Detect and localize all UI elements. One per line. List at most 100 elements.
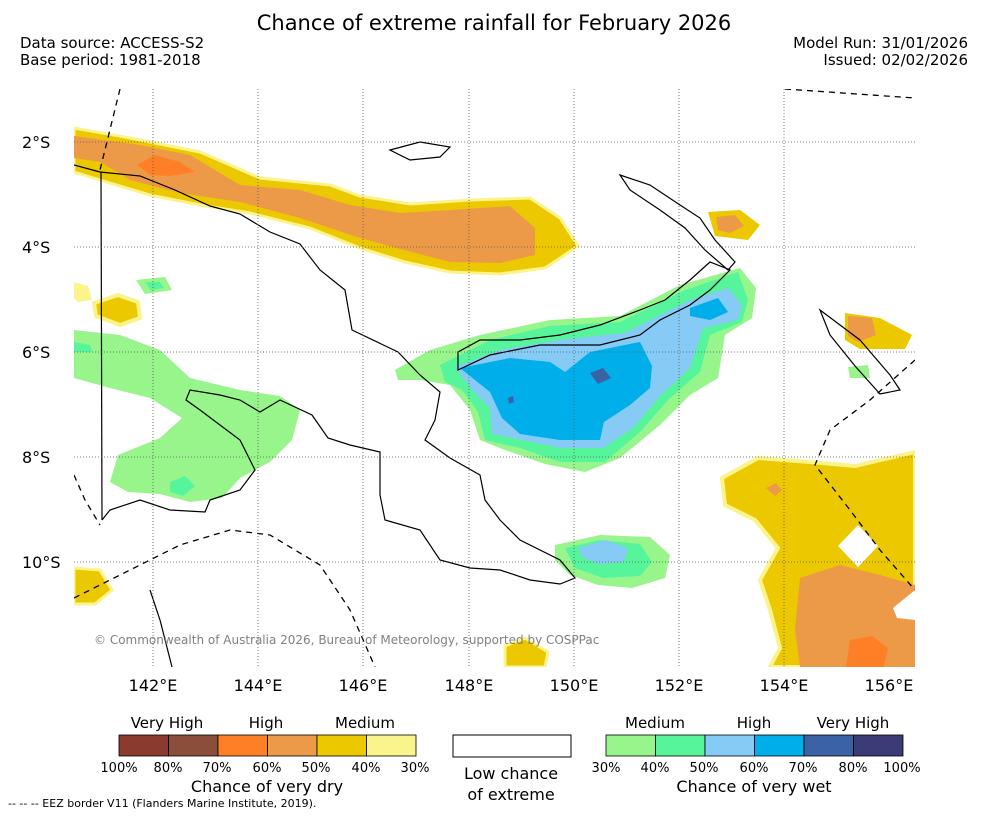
legend-low-swatch (452, 734, 572, 758)
legend-low-chance: Low chance of extreme (452, 734, 572, 804)
lat-label: 8°S (22, 448, 50, 467)
dry-patch-west (91, 292, 143, 328)
coastline-new-britain (457, 261, 732, 371)
legend-wet-tier: Very High (817, 714, 890, 732)
coastline-new-ireland (618, 173, 736, 271)
legend-dry-swatch (217, 734, 268, 757)
lon-label: 146°E (339, 676, 388, 695)
legend-dry-tick: 60% (253, 761, 282, 776)
base-period: Base period: 1981-2018 (20, 51, 201, 69)
legend-wet-tick: 80% (839, 761, 868, 776)
wet-area-west (74, 330, 300, 502)
legend-dry-swatch (267, 734, 318, 757)
coastline-manus (388, 141, 452, 161)
legend-wet-swatches (605, 734, 904, 757)
dry-patch-bougainville-core (716, 215, 744, 233)
legend-dry-swatch (168, 734, 219, 757)
legend-wet-swatch (803, 734, 854, 757)
legend-dry: Very High High Medium 100% 80% 70% 60% 5… (100, 714, 429, 796)
eez-border-northwest (99, 89, 121, 171)
coastline-border-line (100, 171, 103, 521)
wet-dot-central (508, 396, 514, 404)
lon-label: 154°E (760, 676, 809, 695)
lon-label: 152°E (655, 676, 704, 695)
lon-label: 144°E (234, 676, 283, 695)
legend-dry-tick: 100% (100, 761, 137, 776)
copyright-text: © Commonwealth of Australia 2026, Bureau… (94, 633, 600, 647)
legend-wet-swatch (605, 734, 656, 757)
map-plot-area (74, 89, 915, 667)
legend-wet-tick: 50% (690, 761, 719, 776)
coastline-new-guinea (74, 164, 576, 585)
wet-patch-west-small-core (146, 282, 164, 290)
legend-wet-tick: 60% (740, 761, 769, 776)
meta-right: Model Run: 31/01/2026 Issued: 02/02/2026 (793, 35, 968, 69)
legend-dry-swatch (366, 734, 417, 757)
issued-date: Issued: 02/02/2026 (823, 51, 968, 69)
legend-dry-tier: Medium (335, 714, 395, 732)
dry-patch-southwest (74, 566, 114, 606)
wet-patch-east-very-high (690, 298, 728, 320)
legend-wet-swatch (853, 734, 904, 757)
legend-wet-swatch (704, 734, 755, 757)
legend-wet-tick: 100% (883, 761, 920, 776)
dry-area-southeast-high (795, 565, 915, 667)
eez-border-east (814, 359, 915, 591)
lon-label: 148°E (445, 676, 494, 695)
dry-patch-south-small (503, 636, 550, 667)
lon-label: 150°E (550, 676, 599, 695)
wet-core-central (590, 368, 611, 384)
gridlines (74, 89, 915, 667)
dry-patch-west-edge (74, 282, 92, 302)
legend-wet-tick: 40% (641, 761, 670, 776)
legend-wet-tier: Medium (625, 714, 685, 732)
dry-dot-southeast (766, 483, 782, 496)
legend-dry-swatch (316, 734, 367, 757)
coastline-solomons (818, 308, 901, 395)
lat-label: 4°S (22, 238, 50, 257)
lon-label: 142°E (129, 676, 178, 695)
legend-dry-tier: Very High (131, 714, 204, 732)
legend-dry-caption: Chance of very dry (191, 777, 343, 796)
legend-wet: Medium High Very High 30% 40% 50% 60% 70… (592, 714, 921, 796)
map-title: Chance of extreme rainfall for February … (256, 11, 732, 35)
lat-label: 2°S (22, 133, 50, 152)
wet-patch-west-edge (74, 342, 92, 352)
low-chance-hole-2 (893, 590, 915, 620)
legend-wet-tier: High (737, 714, 771, 732)
low-chance-hole-1 (838, 525, 878, 567)
eez-footnote: -- -- -- EEZ border V11 (Flanders Marine… (8, 797, 317, 810)
legend-dry-tick: 40% (352, 761, 381, 776)
dry-core-north (137, 155, 195, 176)
legend-wet-tick: 70% (789, 761, 818, 776)
meta-left: Data source: ACCESS-S2 Base period: 1981… (20, 35, 204, 69)
legend-dry-tick: 70% (203, 761, 232, 776)
legend-dry-swatches (118, 734, 417, 757)
data-source: Data source: ACCESS-S2 (20, 34, 205, 52)
eez-borders (74, 89, 915, 667)
model-run: Model Run: 31/01/2026 (793, 34, 968, 52)
eez-border-south-west (74, 529, 376, 667)
legend-wet-swatch (655, 734, 706, 757)
wet-area-south-high (578, 540, 628, 564)
wet-area-central-very-high (460, 342, 652, 440)
legend-wet-caption: Chance of very wet (676, 777, 831, 796)
legend-dry-tier: High (249, 714, 283, 732)
dry-core-southeast (846, 636, 888, 667)
latitude-labels: 2°S 4°S 6°S 8°S 10°S (22, 133, 61, 572)
lat-label: 6°S (22, 343, 50, 362)
legend-dry-swatch (118, 734, 169, 757)
wet-patch-solomons (848, 365, 870, 378)
dry-band-north-high (74, 136, 535, 263)
lat-label: 10°S (22, 553, 61, 572)
legend-dry-tick: 80% (154, 761, 183, 776)
legend-wet-tick: 30% (592, 761, 621, 776)
legend-low-caption-2: of extreme (467, 785, 554, 804)
legend-dry-tick: 30% (401, 761, 430, 776)
lon-label: 156°E (865, 676, 914, 695)
eez-border-far-west (74, 474, 101, 526)
legend-low-caption-1: Low chance (464, 764, 558, 783)
legend-wet-swatch (754, 734, 805, 757)
legend-dry-tick: 50% (302, 761, 331, 776)
